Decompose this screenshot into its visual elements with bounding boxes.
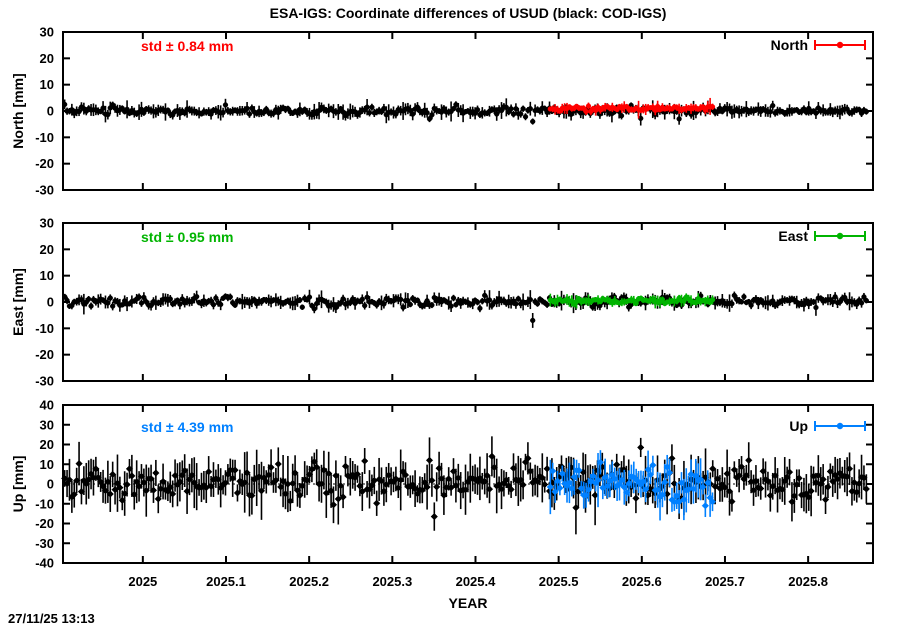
- x-tick-label: 2025.5: [539, 574, 579, 589]
- x-tick-label: 2025.2: [289, 574, 329, 589]
- up-std-annotation: std ± 4.39 mm: [141, 419, 234, 435]
- x-tick-label: 2025.3: [372, 574, 412, 589]
- y-tick-label: -30: [35, 536, 54, 551]
- up-legend-marker: [814, 421, 866, 431]
- x-tick-label: 2025: [128, 574, 157, 589]
- up-series-black: [61, 436, 871, 535]
- y-tick-label: -20: [35, 516, 54, 531]
- east-axis-label: East [mm]: [10, 268, 26, 336]
- east-legend-label: East: [778, 228, 808, 244]
- y-tick-label: 30: [40, 25, 54, 40]
- y-tick-label: 0: [47, 295, 54, 310]
- north-legend-marker: [814, 40, 866, 50]
- north-axis-label: North [mm]: [10, 73, 26, 149]
- y-tick-label: -40: [35, 556, 54, 571]
- x-tick-label: 2025.7: [705, 574, 745, 589]
- y-tick-label: 0: [47, 104, 54, 119]
- up-series-colored: [546, 450, 717, 521]
- up-axis-label: Up [mm]: [10, 455, 26, 513]
- y-tick-label: -30: [35, 374, 54, 389]
- y-tick-label: 30: [40, 417, 54, 432]
- panel-north: 30 20 10 0 -10 -20 -30: [35, 25, 874, 198]
- y-tick-label: 10: [40, 77, 54, 92]
- north-series-black: [62, 98, 869, 126]
- tick-marks: [63, 31, 873, 191]
- y-tick-label: 20: [40, 242, 54, 257]
- x-tick-label: 2025.4: [456, 574, 497, 589]
- x-tick-labels: 2025 2025.1 2025.2 2025.3 2025.4 2025.5 2025.6…: [128, 574, 828, 589]
- x-tick-label: 2025.1: [206, 574, 246, 589]
- east-legend-marker: [814, 231, 866, 241]
- y-tick-label: -10: [35, 496, 54, 511]
- x-tick-label: 2025.6: [622, 574, 662, 589]
- up-legend-label: Up: [789, 418, 808, 434]
- y-tick-label: -20: [35, 347, 54, 362]
- y-tick-label: 10: [40, 268, 54, 283]
- y-tick-label: -10: [35, 321, 54, 336]
- y-tick-label: 30: [40, 216, 54, 231]
- y-tick-label: 10: [40, 457, 54, 472]
- y-tick-label: -10: [35, 130, 54, 145]
- y-tick-label: 40: [40, 398, 54, 413]
- y-tick-label: 20: [40, 51, 54, 66]
- panel-up: 40 30 20 10 0 -10 -20 -30 -40: [35, 398, 874, 571]
- east-series-colored: [547, 293, 716, 309]
- chart-title: ESA-IGS: Coordinate differences of USUD …: [269, 5, 667, 21]
- tick-marks: [63, 222, 873, 382]
- tick-marks: [63, 404, 873, 564]
- east-series-black: [62, 289, 869, 328]
- x-tick-label: 2025.8: [788, 574, 828, 589]
- north-std-annotation: std ± 0.84 mm: [141, 38, 234, 54]
- north-series-colored: [547, 97, 716, 119]
- timestamp: 27/11/25 13:13: [8, 611, 95, 626]
- y-tick-label: 20: [40, 437, 54, 452]
- y-tick-label: -20: [35, 156, 54, 171]
- x-axis-label: YEAR: [448, 595, 488, 611]
- north-legend-label: North: [770, 37, 808, 53]
- y-tick-label: 0: [47, 477, 54, 492]
- y-tick-label: -30: [35, 183, 54, 198]
- panel-east: 30 20 10 0 -10 -20 -30: [35, 216, 874, 389]
- east-std-annotation: std ± 0.95 mm: [141, 229, 234, 245]
